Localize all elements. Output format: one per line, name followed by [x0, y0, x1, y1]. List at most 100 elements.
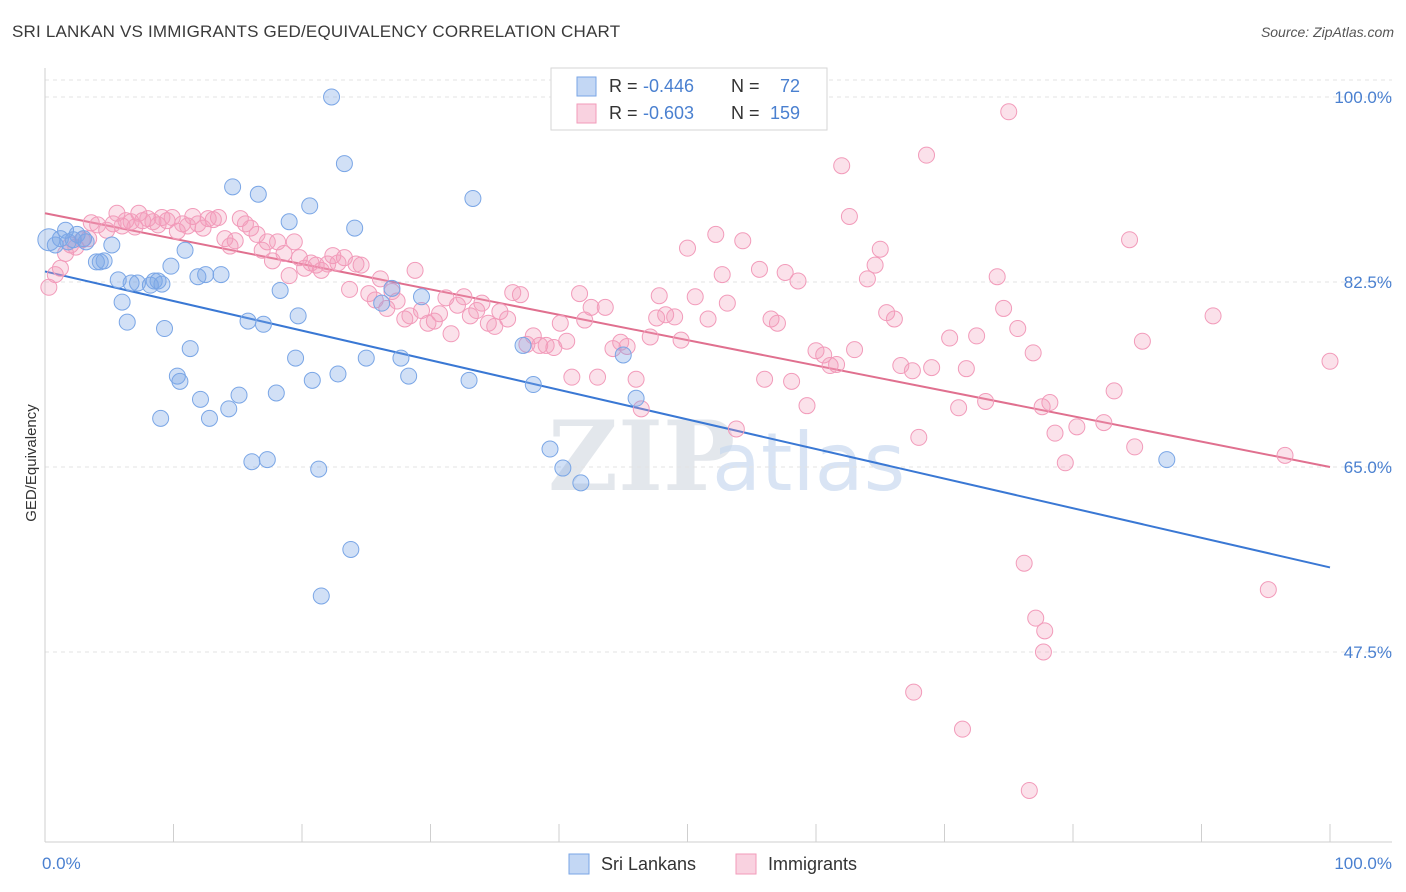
- legend-n-label: N =: [731, 76, 760, 96]
- sri-point: [464, 189, 482, 207]
- imm-point: [632, 400, 650, 418]
- imm-point: [558, 332, 576, 350]
- sri-bottom-legend-swatch: [568, 853, 590, 875]
- imm-point: [957, 360, 975, 378]
- imm-point: [117, 212, 135, 230]
- sri-point: [113, 293, 131, 311]
- sri-point: [171, 372, 189, 390]
- sri-point: [524, 376, 542, 394]
- sri-point: [258, 451, 276, 469]
- imm-point: [734, 232, 752, 250]
- imm-point: [582, 298, 600, 316]
- imm-point: [1036, 622, 1054, 640]
- imm-point: [953, 720, 971, 738]
- sri-point: [176, 241, 194, 259]
- sri-point: [230, 386, 248, 404]
- sri-point: [280, 213, 298, 231]
- sri-point: [614, 346, 632, 364]
- sri-point: [329, 365, 347, 383]
- imm-point: [885, 310, 903, 328]
- imm-point: [144, 213, 162, 231]
- sri-point: [310, 460, 328, 478]
- y-tick-label: 65.0%: [1344, 458, 1392, 477]
- chart-title: SRI LANKAN VS IMMIGRANTS GED/EQUIVALENCY…: [12, 22, 621, 41]
- imm-point: [648, 309, 666, 327]
- imm-point: [51, 259, 69, 277]
- imm-point: [815, 346, 833, 364]
- sri-point: [212, 266, 230, 284]
- imm-point: [448, 296, 466, 314]
- sri-point: [267, 384, 285, 402]
- imm-point: [713, 266, 731, 284]
- imm-point: [253, 241, 271, 259]
- imm-point: [352, 256, 370, 274]
- sri-point: [200, 409, 218, 427]
- imm-point: [589, 368, 607, 386]
- imm-bottom-legend-label: Immigrants: [768, 854, 857, 874]
- imm-point: [789, 272, 807, 290]
- sri-point: [514, 336, 532, 354]
- imm-point: [641, 328, 659, 346]
- sri-point: [392, 349, 410, 367]
- sri-point: [118, 313, 136, 331]
- legend-n-label: N =: [731, 103, 760, 123]
- imm-point: [923, 359, 941, 377]
- sri-point: [249, 185, 267, 203]
- sri-point: [181, 340, 199, 358]
- imm-point: [950, 399, 968, 417]
- imm-point: [1095, 414, 1113, 432]
- sri-point: [1158, 451, 1176, 469]
- sri-point: [191, 390, 209, 408]
- imm-point: [153, 209, 171, 227]
- sri-point: [323, 88, 341, 106]
- sri-point: [572, 474, 590, 492]
- imm-point: [707, 225, 725, 243]
- imm-point: [828, 355, 846, 373]
- sri-point: [152, 409, 170, 427]
- data-points: [37, 88, 1339, 799]
- imm-point: [807, 342, 825, 360]
- sri-point: [243, 453, 261, 471]
- sri-point: [460, 371, 478, 389]
- imm-point: [1034, 643, 1052, 661]
- bottom-legend[interactable]: Sri Lankans Immigrants: [568, 853, 857, 875]
- legend[interactable]: R = -0.446 N = 72 R = -0.603 N = 159: [550, 67, 828, 131]
- imm-point: [783, 372, 801, 390]
- sri-point: [122, 274, 140, 292]
- imm-point: [627, 370, 645, 388]
- imm-point: [285, 233, 303, 251]
- imm-point: [209, 209, 227, 227]
- imm-point: [1204, 307, 1222, 325]
- sri-point: [301, 197, 319, 215]
- sri-point: [153, 275, 171, 293]
- sri-point: [129, 274, 147, 292]
- imm-point: [840, 207, 858, 225]
- imm-point: [563, 368, 581, 386]
- imm-point: [1133, 332, 1151, 350]
- sri-point: [346, 219, 364, 237]
- imm-point: [727, 420, 745, 438]
- imm-point: [968, 327, 986, 345]
- imm-point: [1027, 609, 1045, 627]
- imm-point: [858, 270, 876, 288]
- sri-point: [289, 307, 307, 325]
- watermark-zip: ZIP: [548, 400, 735, 513]
- imm-point: [918, 146, 936, 164]
- imm-point: [419, 314, 437, 332]
- imm-point: [666, 308, 684, 326]
- imm-point: [596, 298, 614, 316]
- imm-point: [995, 299, 1013, 317]
- legend-r-value: -0.446: [643, 76, 694, 96]
- imm-point: [1276, 446, 1294, 464]
- imm-point: [679, 239, 696, 257]
- imm-point: [846, 341, 864, 359]
- imm-point: [455, 288, 473, 306]
- sri-point: [373, 294, 391, 312]
- imm-point: [905, 683, 923, 701]
- imm-point: [718, 294, 736, 312]
- imm-point: [226, 232, 244, 250]
- imm-point: [531, 336, 549, 354]
- imm-point: [988, 268, 1006, 286]
- sri-point: [162, 257, 180, 275]
